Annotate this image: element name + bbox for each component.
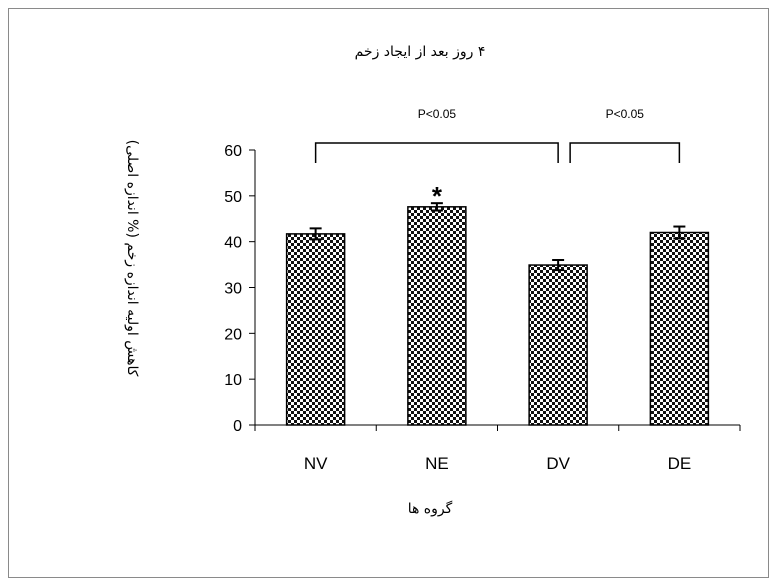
y-tick-label: 60 [224,143,242,160]
x-category-label: DV [546,454,570,473]
significance-bracket [569,142,681,163]
y-tick-label: 10 [224,372,242,389]
p-value-label: P<0.05 [418,107,457,121]
axes: 0 10 20 30 40 50 60 NV NE DV DE [224,143,741,473]
bar-DV [528,264,588,426]
bar-DE [649,231,710,426]
annotations: * P<0.05 P<0.05 [314,107,681,211]
y-tick-label: 30 [224,281,242,298]
significance-star: * [432,181,443,211]
x-axis-title: گروه ها [408,500,453,517]
y-tick-label: 50 [224,189,242,206]
p-value-label: P<0.05 [606,107,645,121]
chart-title: ۴ روز بعد از ایجاد زخم [355,44,486,60]
bar-NE [407,206,467,426]
y-tick-label: 40 [224,235,242,252]
y-tick-label: 0 [233,418,242,435]
bar-NV [285,233,346,426]
y-tick-label: 20 [224,326,242,343]
bars [285,202,710,426]
x-category-label: DE [668,454,692,473]
y-axis-title: کاهش اولیه اندازه زخم (% اندازه اصلی) [124,140,140,377]
x-category-label: NE [425,454,449,473]
significance-bracket [314,142,559,163]
x-category-label: NV [304,454,328,473]
